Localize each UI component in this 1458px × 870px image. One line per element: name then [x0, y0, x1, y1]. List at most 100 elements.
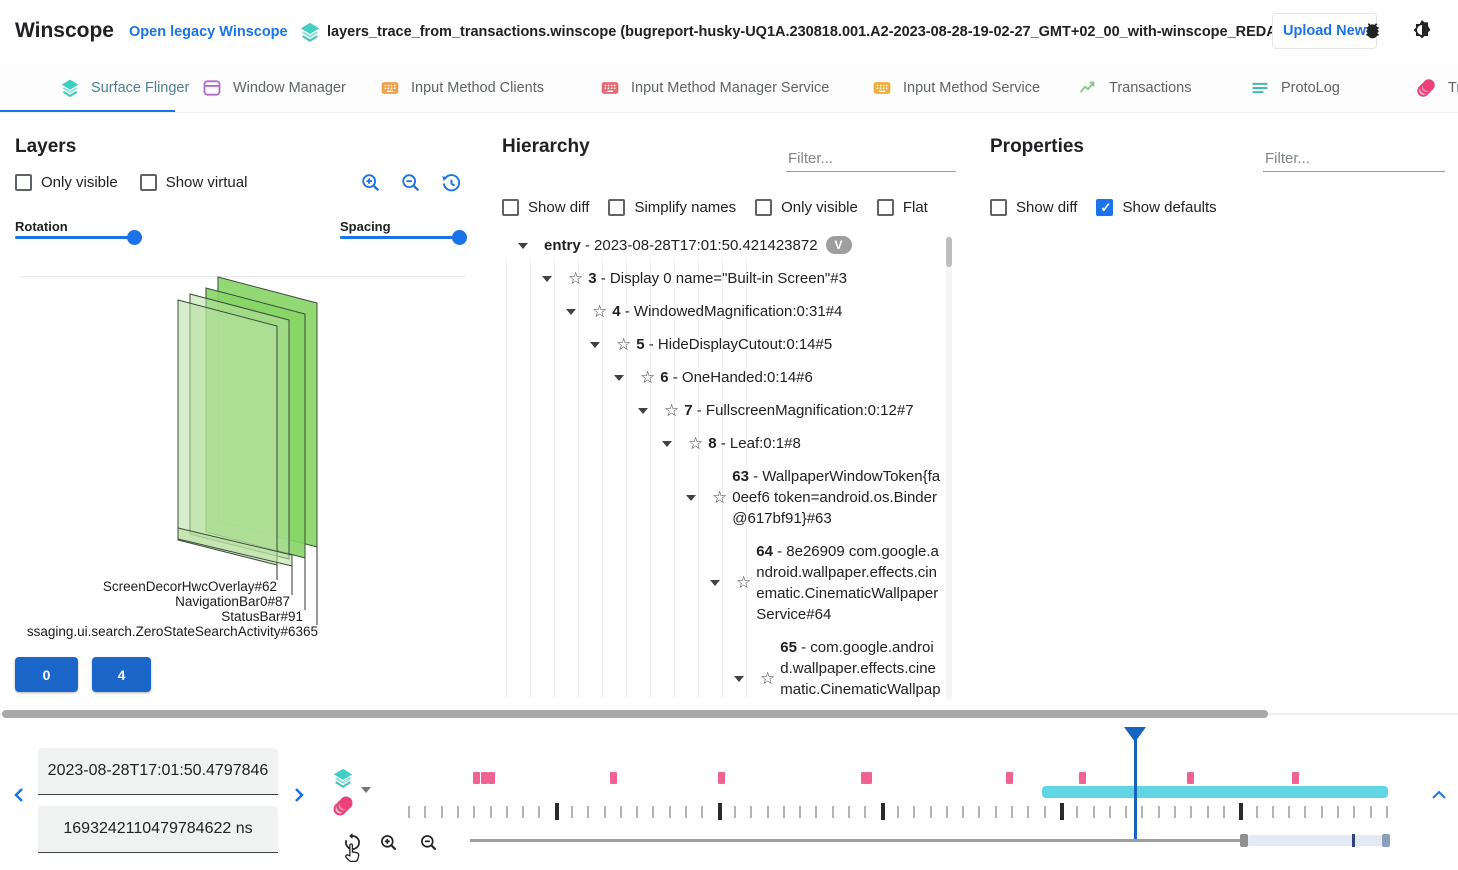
timeline-scrollbar-right-handle[interactable]: [1382, 834, 1390, 847]
spacing-slider[interactable]: [340, 230, 467, 245]
open-legacy-link[interactable]: Open legacy Winscope: [129, 24, 288, 40]
pin-star-icon[interactable]: ☆: [616, 334, 632, 354]
timeline-scrollbar-left-handle[interactable]: [1240, 834, 1248, 847]
display-button-0[interactable]: 0: [15, 657, 78, 692]
tab-input-method-manager-service[interactable]: Input Method Manager Service: [600, 62, 829, 112]
checkbox-box[interactable]: [1096, 199, 1114, 216]
transition-marker[interactable]: [718, 772, 725, 784]
timeline[interactable]: [0, 722, 1458, 863]
hierarchy-scrollbar-thumb[interactable]: [946, 237, 952, 267]
hierarchy-scrollbar-track[interactable]: [946, 235, 952, 700]
checkbox-box[interactable]: [139, 174, 157, 191]
transition-marker[interactable]: [610, 772, 617, 784]
hierarchy-filter-input[interactable]: [786, 146, 956, 172]
tab-transitions[interactable]: Transitions: [1415, 62, 1458, 112]
show-diff-checkbox[interactable]: Show diff: [990, 199, 1077, 216]
tab-window-manager[interactable]: Window Manager: [202, 62, 346, 112]
tree-collapse-caret-icon[interactable]: [590, 341, 600, 348]
only-visible-checkbox[interactable]: Only visible: [15, 174, 118, 191]
simplify-names-checkbox[interactable]: Simplify names: [608, 199, 736, 216]
timeline-zoom-in-icon[interactable]: [379, 833, 399, 858]
spacing-slider-thumb[interactable]: [452, 230, 467, 245]
tree-collapse-caret-icon[interactable]: [542, 275, 552, 282]
pin-star-icon[interactable]: ☆: [688, 433, 704, 453]
tree-collapse-caret-icon[interactable]: [614, 374, 624, 381]
timeline-scrollbar-track[interactable]: [470, 839, 1247, 842]
active-trace-layers-icon[interactable]: [332, 767, 354, 794]
timeline-scrollbar-selection[interactable]: [1248, 835, 1390, 846]
tree-collapse-caret-icon[interactable]: [566, 308, 576, 315]
tab-protolog[interactable]: ProtoLog: [1250, 62, 1340, 112]
layer-rect[interactable]: [177, 299, 278, 566]
flat-checkbox[interactable]: Flat: [876, 199, 928, 216]
collapse-timeline-chevron-icon[interactable]: [1431, 788, 1447, 806]
pin-star-icon[interactable]: ☆: [712, 487, 728, 507]
transition-marker[interactable]: [473, 772, 480, 784]
only-visible-checkbox[interactable]: Only visible: [755, 199, 858, 216]
display-button-4[interactable]: 4: [92, 657, 151, 692]
tree-collapse-caret-icon[interactable]: [518, 242, 528, 249]
transition-marker[interactable]: [861, 772, 872, 784]
transition-marker[interactable]: [488, 772, 495, 784]
tab-label: Input Method Service: [903, 79, 1041, 96]
pin-star-icon[interactable]: ☆: [592, 301, 608, 321]
pin-star-icon[interactable]: ☆: [736, 573, 752, 592]
tree-node[interactable]: ☆ 3 - Display 0 name="Built-in Screen"#3: [502, 268, 942, 289]
next-entry-chevron-icon[interactable]: [292, 787, 306, 808]
transition-marker[interactable]: [481, 772, 488, 784]
timeline-zoom-out-icon[interactable]: [419, 833, 439, 858]
tree-node[interactable]: ☆ 4 - WindowedMagnification:0:31#4: [502, 301, 942, 322]
timestamp-ns-input[interactable]: [38, 806, 278, 853]
tree-node[interactable]: entry - 2023-08-28T17:01:50.421423872 V: [502, 235, 942, 256]
pin-star-icon[interactable]: ☆: [664, 400, 680, 420]
tree-node[interactable]: ☆ 64 - 8e26909 com.google.android.wallpap…: [502, 541, 942, 625]
report-bug-icon[interactable]: [1362, 20, 1383, 46]
tab-surface-flinger[interactable]: Surface Flinger: [60, 62, 189, 112]
timestamp-human-input[interactable]: [38, 748, 278, 795]
zoom-in-icon[interactable]: [360, 172, 382, 199]
transition-marker[interactable]: [1006, 772, 1013, 784]
pin-star-icon[interactable]: ☆: [568, 268, 584, 288]
pin-star-icon[interactable]: ☆: [640, 367, 656, 387]
layers-3d-scene[interactable]: [0, 255, 487, 655]
tree-node[interactable]: ☆ 7 - FullscreenMagnification:0:12#7: [502, 400, 942, 421]
zoom-out-icon[interactable]: [400, 172, 422, 199]
checkbox-box[interactable]: [990, 199, 1007, 216]
dark-mode-toggle-icon[interactable]: [1410, 18, 1434, 47]
trace-select-caret-icon[interactable]: [361, 787, 371, 793]
reset-zoom-icon[interactable]: [342, 832, 363, 858]
tree-collapse-caret-icon[interactable]: [734, 676, 744, 682]
tree-node[interactable]: ☆ 8 - Leaf:0:1#8: [502, 433, 942, 454]
tab-input-method-service[interactable]: Input Method Service: [872, 62, 1041, 112]
transition-marker[interactable]: [1292, 772, 1299, 784]
tree-node[interactable]: ☆ 65 - com.google.android.wallpaper.effec…: [502, 637, 942, 700]
show-diff-checkbox[interactable]: Show diff: [502, 199, 589, 216]
show-virtual-checkbox[interactable]: Show virtual: [139, 174, 247, 191]
tree-node[interactable]: ☆ 6 - OneHanded:0:14#6: [502, 367, 942, 388]
tree-node[interactable]: ☆ 5 - HideDisplayCutout:0:14#5: [502, 334, 942, 355]
checkbox-box[interactable]: [15, 174, 32, 191]
prev-entry-chevron-icon[interactable]: [12, 787, 26, 808]
show-defaults-checkbox[interactable]: Show defaults: [1096, 199, 1217, 216]
checkbox-box[interactable]: [608, 199, 626, 216]
transitions-trace-icon[interactable]: [331, 794, 355, 823]
rotation-slider[interactable]: [15, 230, 142, 245]
tree-collapse-caret-icon[interactable]: [662, 440, 672, 447]
rotation-slider-thumb[interactable]: [127, 230, 142, 245]
panel-resize-handle[interactable]: [2, 710, 1268, 718]
tree-collapse-caret-icon[interactable]: [710, 580, 720, 586]
tree-node[interactable]: ☆ 63 - WallpaperWindowToken{fa0eef6 token…: [502, 466, 942, 529]
transition-marker[interactable]: [1187, 772, 1194, 784]
tab-input-method-clients[interactable]: Input Method Clients: [380, 62, 544, 112]
pin-star-icon[interactable]: ☆: [760, 669, 776, 688]
tree-collapse-caret-icon[interactable]: [686, 494, 696, 501]
checkbox-box[interactable]: [755, 199, 773, 216]
checkbox-box[interactable]: [502, 199, 519, 216]
transition-marker[interactable]: [1079, 772, 1086, 784]
tab-transactions[interactable]: Transactions: [1078, 62, 1191, 112]
reset-view-history-icon[interactable]: [440, 172, 463, 200]
tree-collapse-caret-icon[interactable]: [638, 407, 648, 414]
properties-filter-input[interactable]: [1263, 146, 1445, 172]
checkbox-box[interactable]: [876, 199, 894, 216]
playhead-line[interactable]: [1134, 728, 1137, 840]
